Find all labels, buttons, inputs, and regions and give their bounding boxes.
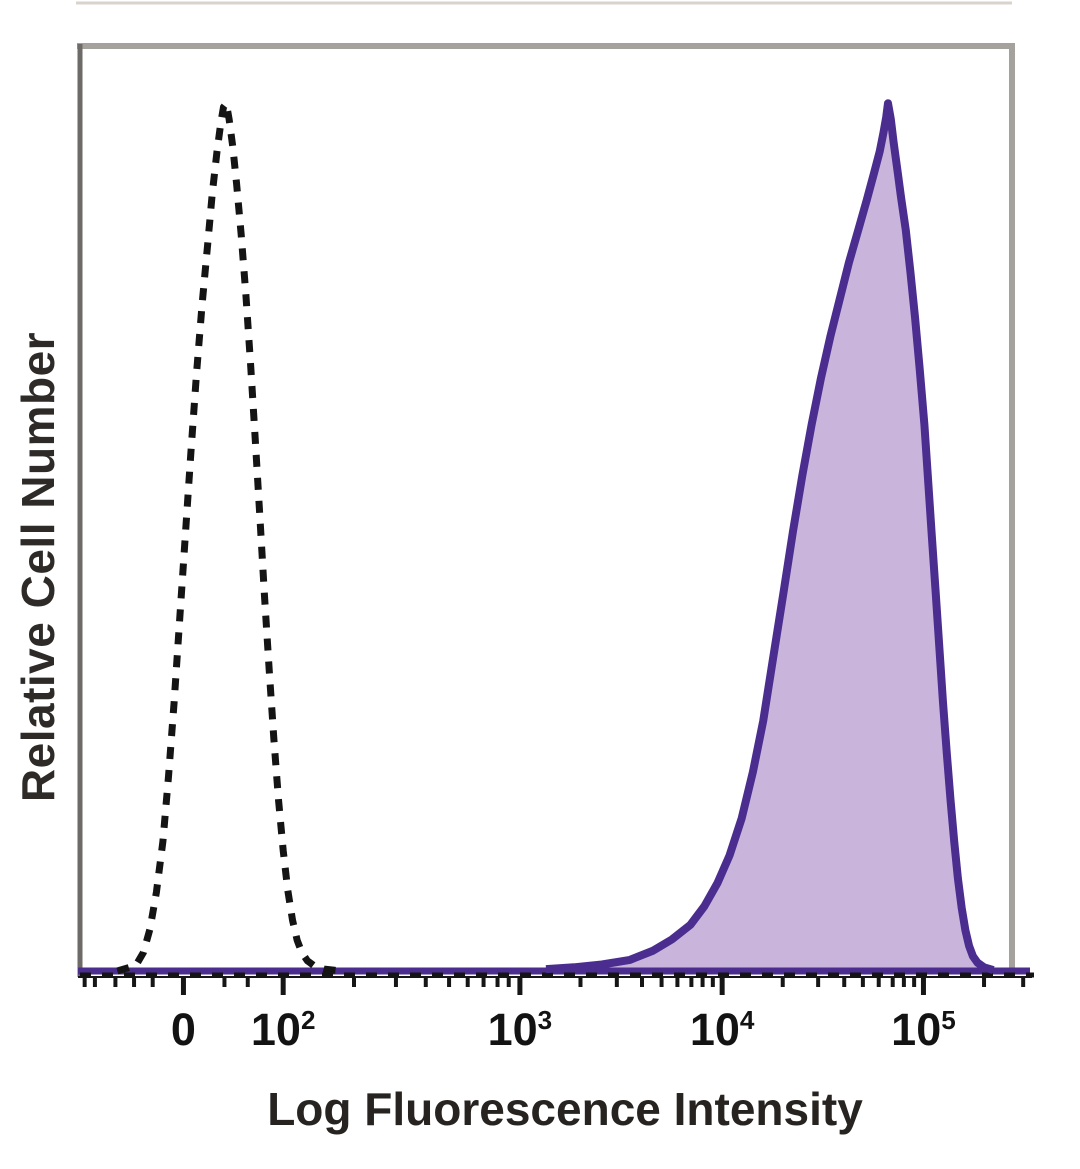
x-axis-ticks <box>82 978 1026 995</box>
x-tick-label-104: 104 <box>689 1004 755 1055</box>
sample-curve-fill <box>546 103 994 972</box>
x-tick-label-102: 102 <box>250 1004 316 1055</box>
x-axis-label: Log Fluorescence Intensity <box>267 1083 863 1135</box>
sample-curve-stroke <box>545 99 995 974</box>
x-axis-tick-labels: 0 102 103 104 105 <box>0 1004 1080 1074</box>
x-tick-label-0: 0 <box>170 1004 196 1055</box>
x-tick-label-103: 103 <box>487 1004 553 1055</box>
control-curve-dashed <box>116 94 342 975</box>
x-tick-label-105: 105 <box>891 1004 956 1055</box>
y-axis-label: Relative Cell Number <box>12 331 64 803</box>
